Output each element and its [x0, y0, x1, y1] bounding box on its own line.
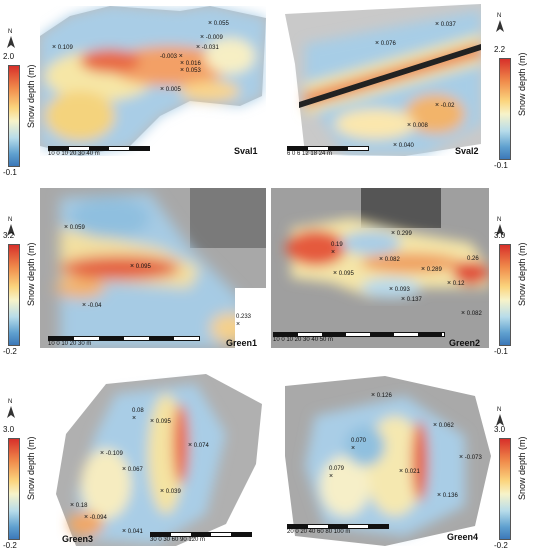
depth-point: 0.19 × — [331, 242, 343, 256]
depth-point: × 0.082 — [461, 310, 482, 317]
depth-point: × 0.095 — [130, 263, 151, 270]
colorbar-max: 3.0 — [494, 425, 506, 434]
depth-point: × 0.008 — [407, 122, 428, 129]
depth-point: × 0.136 — [437, 492, 458, 499]
depth-point: × 0.037 — [435, 21, 456, 28]
panel-label: Green4 — [447, 532, 479, 542]
depth-point: × 0.040 — [393, 142, 414, 149]
panel-label: Green1 — [226, 338, 258, 348]
north-arrow-icon: N — [6, 399, 16, 420]
depth-point: × -0.009 — [200, 34, 223, 41]
panel-sval1: × 0.109 × 0.055 × -0.009 × -0.031 -0.003… — [0, 0, 267, 177]
panel-label: Green2 — [449, 338, 481, 348]
panel-green1: × 0.059 × 0.095 × -0.04 0.233 × N 3.2 -0.… — [0, 182, 267, 356]
depth-point: 0.079 × — [329, 466, 345, 480]
depth-point: × -0.02 — [435, 102, 455, 109]
depth-point: × 0.082 — [379, 256, 400, 263]
depth-point: 0.08 × — [132, 408, 144, 422]
depth-point: × -0.031 — [196, 44, 219, 51]
colorbar-max: 2.0 — [3, 52, 15, 61]
depth-point: × 0.062 — [433, 422, 454, 429]
colorbar-title: Snow depth (m) — [26, 242, 36, 306]
snow-depth-map-sval2 — [285, 4, 481, 156]
scale-bar-green3: 30 0 30 60 90 120 m — [150, 532, 260, 546]
depth-point: × 0.18 — [70, 502, 88, 509]
depth-point: -0.003 × — [160, 53, 183, 60]
colorbar-max: 2.2 — [494, 45, 506, 54]
depth-point: × 0.137 — [401, 296, 422, 303]
colorbar-title: Snow depth (m) — [26, 436, 36, 500]
depth-point: × 0.076 — [375, 40, 396, 47]
colorbar-title: Snow depth (m) — [517, 242, 527, 306]
colorbar-min: -0.2 — [3, 347, 17, 356]
colorbar-title: Snow depth (m) — [517, 52, 527, 116]
depth-point: × 0.067 — [122, 466, 143, 473]
depth-point: × 0.299 — [391, 230, 412, 237]
panel-green2: × 0.299 0.19 × × 0.082 × 0.095 × 0.289 × … — [267, 182, 534, 356]
snow-depth-map-green2 — [271, 188, 489, 348]
panel-label: Green3 — [62, 534, 94, 544]
panel-green4: × 0.126 × 0.062 0.070 × × -0.073 0.079 × ×… — [267, 372, 534, 550]
depth-point: 0.26 — [467, 256, 479, 262]
north-arrow-icon: N — [495, 13, 505, 34]
depth-point: × 0.109 — [52, 44, 73, 51]
snow-depth-map-green4 — [285, 376, 491, 546]
depth-point: × -0.04 — [82, 302, 102, 309]
depth-point: × 0.039 — [160, 488, 181, 495]
depth-point: × -0.109 — [100, 450, 123, 457]
colorbar-min: -0.1 — [494, 347, 508, 356]
depth-point: 0.233 × — [236, 314, 252, 328]
depth-point: × 0.021 — [399, 468, 420, 475]
depth-point: × 0.095 — [150, 418, 171, 425]
depth-point: × 0.289 — [421, 266, 442, 273]
colorbar-max: 3.0 — [3, 425, 15, 434]
depth-point: × 0.041 — [122, 528, 143, 535]
colorbar-min: -0.1 — [494, 161, 508, 170]
depth-point: 0.070 × — [351, 438, 367, 452]
colorbar-max: 3.2 — [3, 231, 15, 240]
depth-point: × 0.059 — [64, 224, 85, 231]
north-arrow-icon: N — [6, 217, 16, 238]
depth-point: × -0.073 — [459, 454, 482, 461]
scale-bar-sval1: 10 0 10 20 30 40 m — [48, 146, 158, 160]
panel-label: Sval1 — [234, 146, 258, 156]
scale-bar-sval2: 6 0 6 12 18 24 m — [287, 146, 397, 160]
depth-point: × 0.053 — [180, 67, 201, 74]
panel-sval2: × 0.037 × 0.076 × -0.02 × 0.008 × 0.040 … — [267, 0, 534, 170]
colorbar-min: -0.2 — [494, 541, 508, 550]
depth-point: × 0.12 — [447, 280, 465, 287]
depth-point: × 0.093 — [389, 286, 410, 293]
depth-point: × 0.016 — [180, 60, 201, 67]
colorbar-title: Snow depth (m) — [517, 436, 527, 500]
scale-bar-green4: 20 0 20 40 60 80 100 m — [287, 524, 397, 538]
scale-bar-green1: 10 0 10 20 30 m — [48, 336, 208, 350]
snow-depth-map-green3 — [56, 374, 262, 546]
colorbar-title: Snow depth (m) — [26, 64, 36, 128]
north-arrow-icon: N — [6, 29, 16, 50]
colorbar-min: -0.2 — [3, 541, 17, 550]
depth-point: × 0.074 — [188, 442, 209, 449]
depth-point: × -0.094 — [84, 514, 107, 521]
depth-point: × 0.055 — [208, 20, 229, 27]
colorbar-max: 3.0 — [494, 231, 506, 240]
colorbar-min: -0.1 — [3, 168, 17, 177]
north-arrow-icon: N — [495, 217, 505, 238]
depth-point: × 0.126 — [371, 392, 392, 399]
depth-point: × 0.095 — [333, 270, 354, 277]
panel-green3: 0.08 × × 0.095 × -0.109 × 0.074 × 0.067 ×… — [0, 372, 267, 550]
scale-bar-green2: 10 0 10 20 30 40 50 m — [273, 332, 453, 346]
snow-depth-map-sval1 — [40, 6, 266, 156]
north-arrow-icon: N — [495, 407, 505, 428]
depth-point: × 0.005 — [160, 86, 181, 93]
snow-depth-map-green1 — [40, 188, 266, 348]
panel-label: Sval2 — [455, 146, 479, 156]
